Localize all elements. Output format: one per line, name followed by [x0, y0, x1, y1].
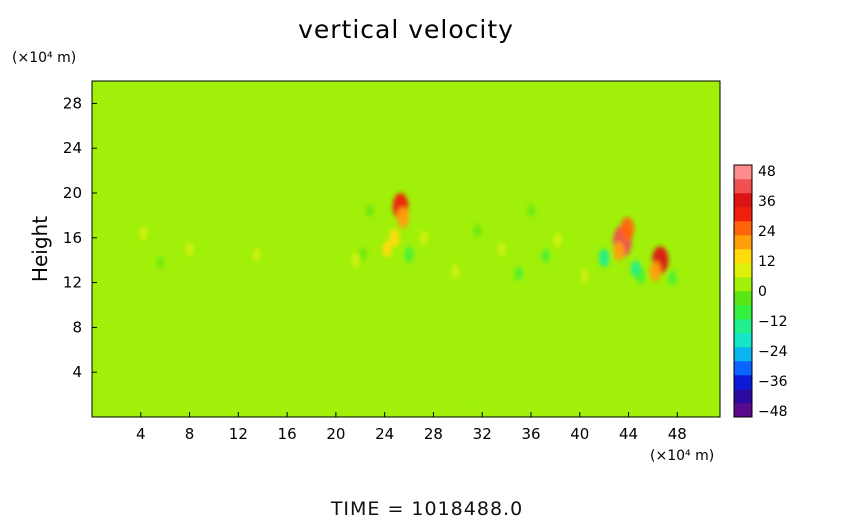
field-feature-6: [613, 241, 625, 261]
y-axis-label: Height: [28, 216, 52, 282]
x-tick-label-10: 44: [619, 425, 638, 443]
colorbar-tick-label-4: 0: [758, 284, 767, 300]
colorbar-strip-11: [734, 249, 752, 264]
field-feature-10: [359, 248, 367, 261]
colorbar-strip-3: [734, 361, 752, 376]
field-feature-27: [351, 252, 360, 268]
field-feature-1: [396, 207, 410, 229]
field-feature-16: [514, 266, 523, 281]
field-features: [118, 193, 677, 412]
field-feature-25: [451, 264, 460, 279]
colorbar-ticks: 48 36 24 12 0 −12 −24 −36 −48: [758, 164, 788, 420]
colorbar-strip-6: [734, 319, 752, 334]
x-tick-label-1: 8: [185, 425, 195, 443]
field-feature-33: [461, 400, 469, 412]
field-feature-18: [527, 205, 535, 217]
colorbar-strip-14: [734, 207, 752, 222]
colorbar-strip-16: [734, 179, 752, 194]
x-tick-label-3: 16: [278, 425, 297, 443]
field-feature-31: [118, 378, 125, 389]
x-tick-label-4: 20: [326, 425, 345, 443]
field-feature-20: [332, 226, 340, 238]
field-feature-3: [382, 240, 393, 258]
field-feature-28: [580, 268, 589, 283]
field-feature-26: [553, 232, 563, 248]
colorbar-tick-label-6: −24: [758, 344, 788, 360]
colorbar-strip-10: [734, 263, 752, 278]
colorbar-tick-label-0: 48: [758, 164, 776, 180]
x-tick-label-5: 24: [375, 425, 394, 443]
field-feature-17: [473, 224, 481, 238]
y-tick-label-6: 28: [63, 94, 82, 112]
x-tick-label-8: 36: [521, 425, 540, 443]
chart-title: vertical velocity: [298, 15, 514, 44]
y-unit-label: (×10⁴ m): [12, 50, 76, 66]
x-tick-label-9: 40: [570, 425, 589, 443]
colorbar-strip-13: [734, 221, 752, 236]
field-feature-13: [636, 268, 646, 284]
field-feature-24: [419, 230, 428, 246]
x-tick-label-0: 4: [136, 425, 146, 443]
y-tick-label-3: 16: [63, 229, 82, 247]
colorbar-tick-label-8: −48: [758, 404, 788, 420]
colorbar-tick-label-2: 24: [758, 224, 776, 240]
field-feature-11: [598, 249, 610, 267]
x-tick-label-6: 28: [424, 425, 443, 443]
field-feature-9: [404, 246, 414, 263]
colorbar-tick-label-1: 36: [758, 194, 776, 210]
field-feature-21: [156, 256, 164, 269]
field-feature-15: [541, 248, 550, 263]
y-tick-label-2: 12: [63, 274, 82, 292]
field-feature-22: [138, 226, 148, 241]
colorbar-strip-1: [734, 389, 752, 404]
x-tick-label-11: 48: [668, 425, 687, 443]
colorbar-strip-2: [734, 375, 752, 390]
field-feature-8: [649, 261, 662, 282]
plot-frame: [91, 80, 721, 418]
colorbar-tick-label-7: −36: [758, 374, 788, 390]
field-feature-14: [668, 270, 677, 286]
field-feature-19: [366, 204, 374, 218]
y-axis-ticks: 4 8 12 16 20 24 28: [63, 94, 97, 381]
y-tick-label-4: 20: [63, 184, 82, 202]
field-feature-23: [185, 241, 194, 257]
y-tick-label-5: 24: [63, 139, 82, 157]
colorbar-strips: [734, 165, 752, 418]
colorbar-strip-7: [734, 305, 752, 320]
colorbar-strip-4: [734, 347, 752, 362]
y-tick-label-1: 8: [72, 318, 82, 336]
colorbar-strip-8: [734, 291, 752, 306]
field-feature-29: [497, 241, 506, 257]
colorbar-strip-9: [734, 277, 752, 292]
field-feature-2: [389, 228, 400, 247]
colorbar-strip-12: [734, 235, 752, 250]
colorbar-strip-0: [734, 403, 752, 418]
x-tick-label-7: 32: [473, 425, 492, 443]
plot-area: [91, 80, 721, 418]
x-axis-ticks: 4 8 12 16 20 24 28 32 36 40 44 48: [136, 412, 687, 443]
colorbar-strip-15: [734, 193, 752, 208]
colorbar-frame: [733, 164, 753, 418]
colorbar-strip-17: [734, 165, 752, 180]
y-tick-label-0: 4: [72, 363, 82, 381]
time-label: TIME = 1018488.0: [330, 498, 523, 519]
field-feature-5: [620, 217, 635, 241]
colorbar: 48 36 24 12 0 −12 −24 −36 −48: [733, 164, 788, 420]
colorbar-tick-label-5: −12: [758, 314, 788, 330]
field-feature-32: [588, 388, 596, 401]
colorbar-tick-label-3: 12: [758, 254, 776, 270]
field-feature-30: [252, 247, 261, 262]
x-tick-label-2: 12: [229, 425, 248, 443]
colorbar-strip-5: [734, 333, 752, 348]
x-unit-label: (×10⁴ m): [650, 448, 714, 464]
